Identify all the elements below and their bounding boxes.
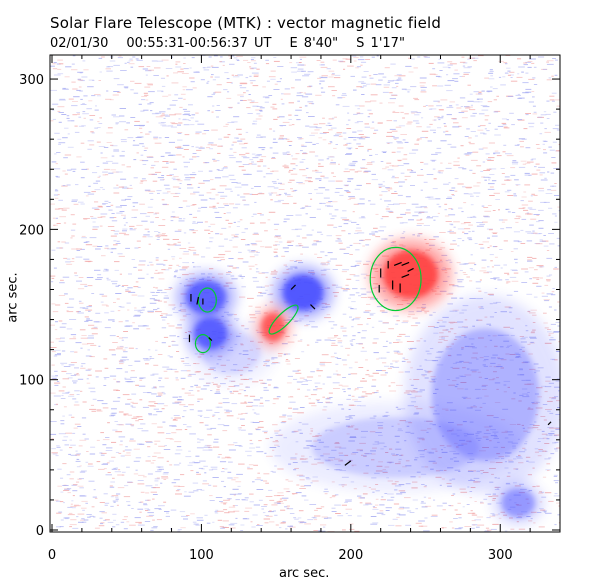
field-vector [401, 261, 410, 266]
y-tick-label: 200 [19, 223, 44, 238]
observation-info: 02/01/30 00:55:31-00:56:37 UT E 8'40" S 1'1… [50, 36, 423, 51]
x-tick-label: 100 [189, 548, 214, 563]
field-vector [344, 460, 352, 466]
y-tick-label: 300 [19, 73, 44, 88]
position-east-west: E 8'40" [289, 36, 339, 51]
x-tick-label: 200 [338, 548, 363, 563]
plot-title: Solar Flare Telescope (MTK) : vector mag… [50, 14, 442, 32]
field-vector [407, 267, 414, 272]
position-north-south: S 1'17" [356, 36, 405, 51]
vector-layer [188, 260, 552, 466]
positive-spot-east [369, 238, 452, 311]
contour-center [268, 304, 299, 335]
plot-area [50, 55, 560, 532]
y-tick-label: 0 [36, 524, 44, 539]
x-tick-label: 300 [488, 548, 513, 563]
field-vector [547, 421, 552, 426]
field-vector [393, 261, 402, 266]
field-vector [310, 304, 316, 310]
y-axis-label: arc sec. [5, 272, 21, 323]
x-axis-label: arc sec. [279, 566, 330, 581]
polarity-regions [175, 238, 560, 525]
y-tick-label: 100 [19, 374, 44, 389]
observation-time-range: 00:55:31-00:56:37 UT [126, 36, 272, 51]
field-vector [196, 296, 200, 305]
plot-frame [49, 54, 561, 533]
contour-east [369, 246, 422, 312]
negative-patch-west [186, 320, 277, 386]
field-vector [401, 273, 410, 279]
positive-spot-center [255, 305, 292, 349]
negative-spot-center [272, 265, 334, 320]
contour-lower-left [194, 333, 211, 354]
negative-patch-south [270, 402, 522, 493]
x-tick-label: 0 [48, 548, 56, 563]
observation-date: 02/01/30 [50, 36, 109, 51]
axis-ticks: 0 100 200 300 0 100 200 300 [19, 55, 561, 563]
negative-patch-far-southeast [493, 481, 544, 525]
field-vector [208, 337, 213, 342]
field-vector [290, 284, 296, 290]
